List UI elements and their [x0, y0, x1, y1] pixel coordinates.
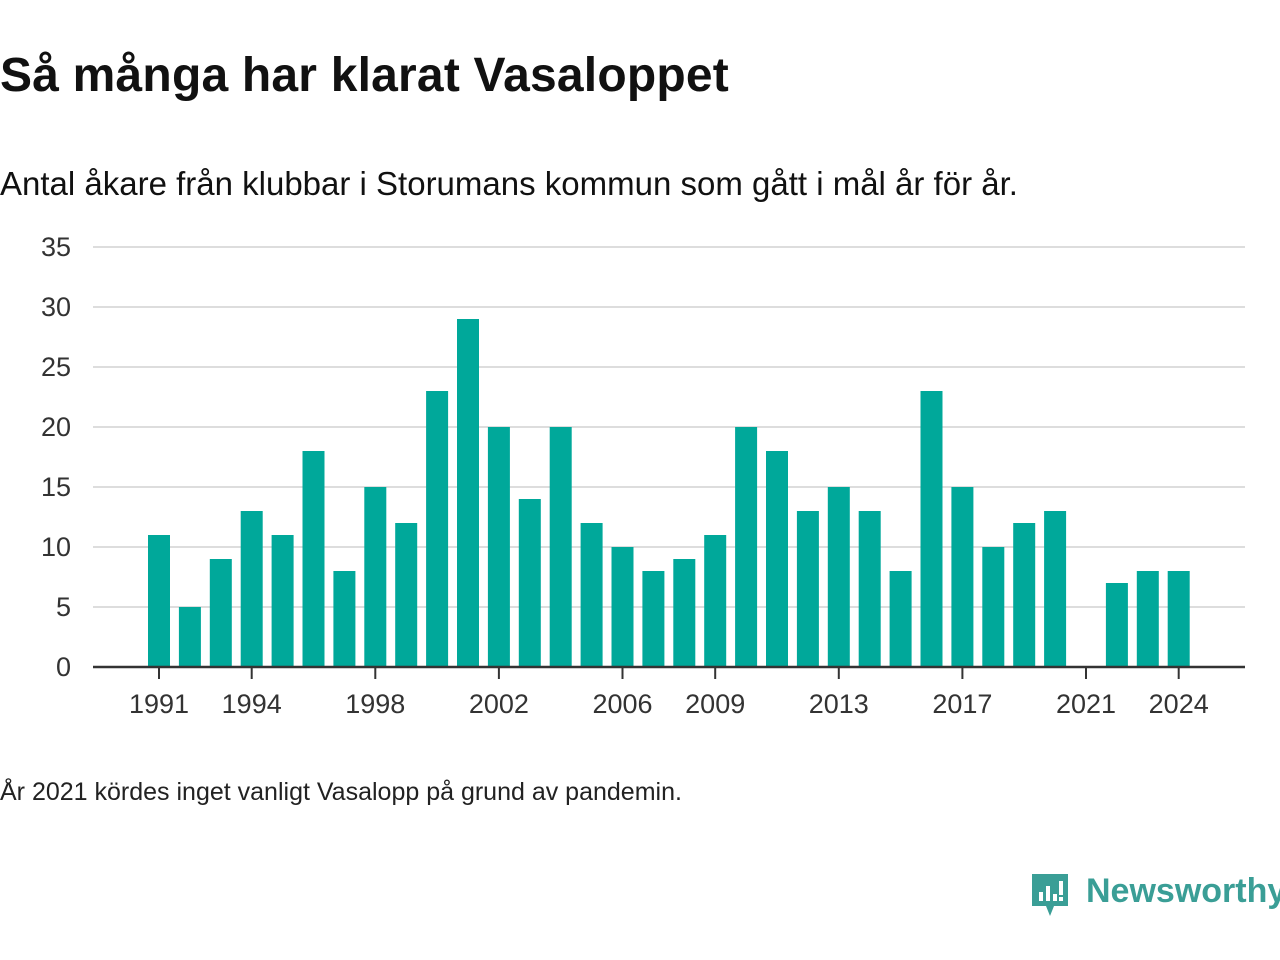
bar-2022 [1105, 583, 1128, 667]
bar-2016 [920, 391, 943, 667]
bar-1995 [271, 535, 294, 667]
bar-1991 [148, 535, 170, 667]
x-axis-ticks: 1991 1994 1998 2002 2006 2009 2013 2017 2021 2024 [129, 667, 1209, 719]
bar-2007 [642, 571, 665, 667]
x-tick-label: 1994 [222, 689, 282, 719]
y-tick-label: 0 [56, 652, 71, 682]
grid-lines [93, 246, 1245, 608]
bar-2011 [766, 451, 788, 667]
x-tick-label: 2021 [1056, 689, 1116, 719]
chart-subtitle: Antal åkare från klubbar i Storumans kom… [0, 165, 1018, 202]
bar-2013 [827, 487, 850, 667]
y-tick-label: 15 [41, 472, 71, 502]
bar-2014 [858, 511, 881, 667]
bar-1993 [209, 559, 232, 667]
bar-1997 [333, 571, 356, 667]
y-tick-label: 35 [41, 232, 71, 262]
bar-2003 [518, 499, 541, 667]
x-tick-label: 2002 [469, 689, 529, 719]
brand: Newsworthy [1030, 872, 1280, 922]
bar-2019 [1013, 523, 1036, 667]
bar-2008 [673, 559, 696, 667]
x-tick-label: 1998 [345, 689, 405, 719]
bar-1992 [178, 607, 201, 667]
bar-2009 [704, 535, 727, 667]
bar-2002 [487, 427, 510, 667]
y-tick-label: 10 [41, 532, 71, 562]
brand-name: Newsworthy [1086, 872, 1280, 910]
chart-title: Så många har klarat Vasaloppet [0, 49, 729, 102]
bar-2024 [1167, 571, 1190, 667]
bar-chart: 0 5 10 15 20 25 30 35 1991 1994 1998 2002 2006 2009 2… [41, 232, 1245, 719]
bar-1994 [240, 511, 263, 667]
bar-1998 [364, 487, 387, 667]
x-tick-label: 1991 [129, 689, 189, 719]
newsworthy-logo-icon [1032, 874, 1068, 916]
footnote: År 2021 kördes inget vanligt Vasalopp på… [0, 778, 682, 806]
bar-2012 [796, 511, 819, 667]
y-tick-label: 5 [56, 592, 71, 622]
bar-2005 [580, 523, 603, 667]
bar-2018 [982, 547, 1005, 667]
bar-2010 [735, 427, 758, 667]
bar-1996 [302, 451, 325, 667]
bar-2006 [611, 547, 634, 667]
y-tick-label: 30 [41, 292, 71, 322]
bar-2015 [889, 571, 912, 667]
bar-2023 [1136, 571, 1159, 667]
x-tick-label: 2024 [1149, 689, 1209, 719]
bar-2001 [457, 319, 479, 667]
bars [148, 319, 1190, 667]
x-tick-label: 2013 [809, 689, 869, 719]
bar-1999 [395, 523, 418, 667]
bar-2004 [549, 427, 572, 667]
y-tick-label: 25 [41, 352, 71, 382]
x-tick-label: 2006 [592, 689, 652, 719]
y-axis-ticks: 0 5 10 15 20 25 30 35 [41, 232, 71, 682]
x-tick-label: 2017 [932, 689, 992, 719]
bar-2000 [426, 391, 449, 667]
bar-2017 [951, 487, 974, 667]
x-tick-label: 2009 [685, 689, 745, 719]
y-tick-label: 20 [41, 412, 71, 442]
bar-2020 [1044, 511, 1067, 667]
